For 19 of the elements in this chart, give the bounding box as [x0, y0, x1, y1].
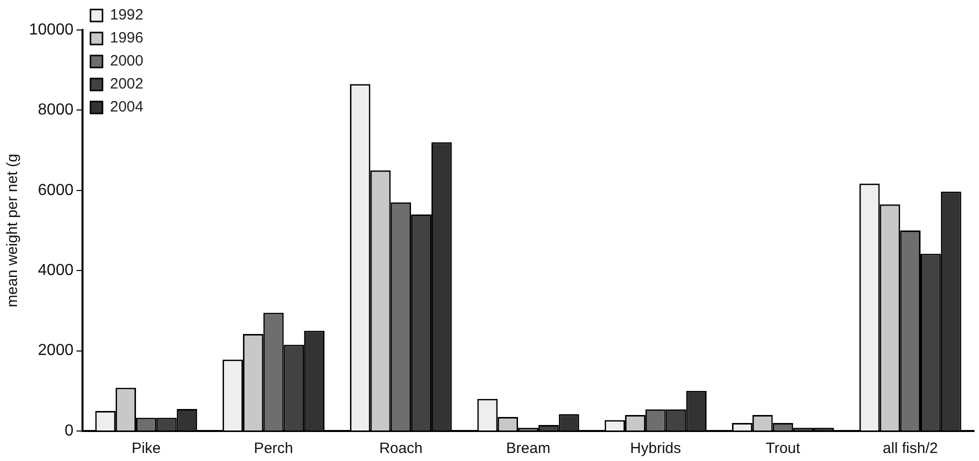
- y-tick-label: 10000: [28, 21, 74, 38]
- x-tick-label: Hybrids: [630, 440, 682, 458]
- legend-label: 1996: [110, 30, 144, 47]
- y-axis-title: mean weight per net (g: [4, 154, 22, 308]
- x-tick-label: Trout: [766, 440, 802, 458]
- x-tick-label: Roach: [379, 440, 423, 458]
- y-tick-label: 0: [64, 422, 74, 440]
- legend-label: 2002: [110, 76, 144, 93]
- y-tick-label: 4000: [38, 262, 74, 280]
- x-tick-label: all fish/2: [882, 440, 938, 458]
- legend-label: 2000: [110, 52, 144, 70]
- y-tick-label: 2000: [38, 342, 74, 360]
- x-tick-label: Perch: [254, 440, 294, 458]
- y-tick-label: 6000: [38, 182, 74, 199]
- y-tick-label: 8000: [38, 102, 74, 119]
- legend-label: 2004: [110, 98, 144, 116]
- x-tick-label: Bream: [506, 440, 550, 458]
- x-tick-label: Pike: [132, 440, 161, 458]
- legend-label: 1992: [110, 6, 144, 24]
